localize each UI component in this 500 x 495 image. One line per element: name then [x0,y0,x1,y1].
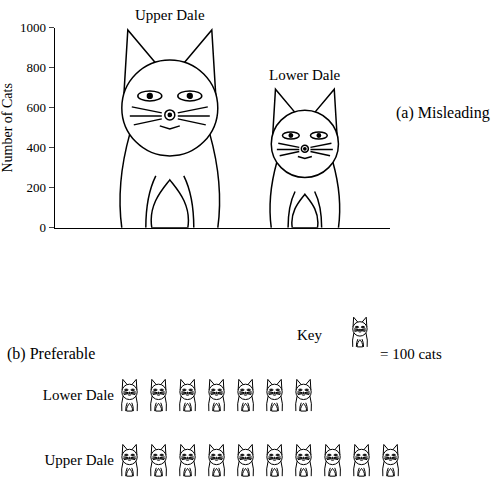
svg-text:Lower Dale: Lower Dale [269,67,341,83]
svg-text:Upper Dale: Upper Dale [44,452,114,468]
svg-text:(a) Misleading: (a) Misleading [396,104,490,122]
svg-text:600: 600 [26,100,46,115]
svg-text:Key: Key [297,327,322,343]
svg-text:800: 800 [26,60,46,75]
svg-text:(b) Preferable: (b) Preferable [7,345,95,363]
svg-text:Upper Dale: Upper Dale [135,7,205,23]
svg-text:200: 200 [26,180,46,195]
svg-text:400: 400 [26,140,46,155]
svg-text:Lower Dale: Lower Dale [43,387,115,403]
svg-text:0: 0 [39,220,46,235]
svg-text:1000: 1000 [20,20,46,35]
svg-text:Number of Cats: Number of Cats [0,83,15,172]
svg-text:= 100 cats: = 100 cats [380,346,442,362]
